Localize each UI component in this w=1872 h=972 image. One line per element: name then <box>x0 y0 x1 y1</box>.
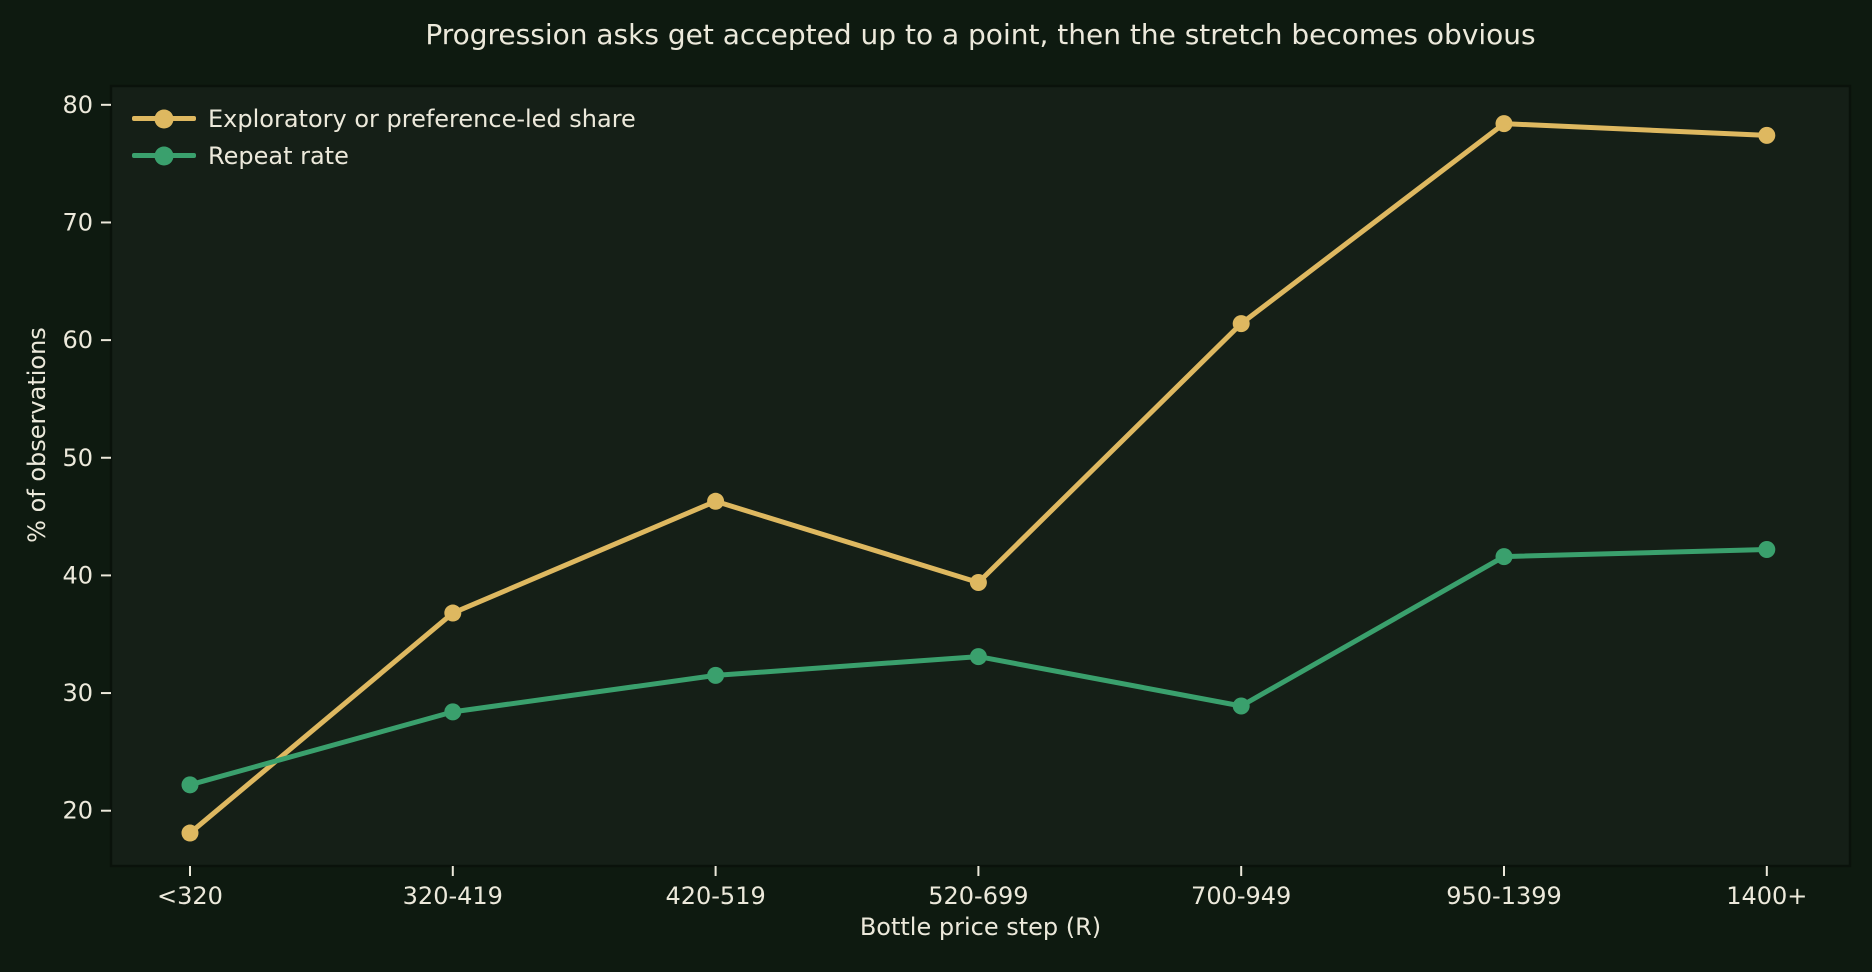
data-point <box>181 824 199 842</box>
data-point <box>1495 548 1513 566</box>
y-tick-label: 20 <box>62 797 93 825</box>
y-tick-label: 80 <box>62 91 93 119</box>
x-tick-label: 320-419 <box>403 882 503 910</box>
chart-title: Progression asks get accepted up to a po… <box>425 18 1536 51</box>
x-tick-label: 520-699 <box>928 882 1028 910</box>
legend-item-exploratory-share: Exploratory or preference-led share <box>132 100 636 137</box>
y-tick-label: 40 <box>62 561 93 589</box>
data-point <box>444 604 462 622</box>
y-tick-label: 60 <box>62 326 93 354</box>
data-point <box>1232 697 1250 715</box>
plot-area <box>109 84 1852 868</box>
data-point <box>1232 315 1250 333</box>
y-tick-label: 70 <box>62 208 93 236</box>
x-tick-label: 700-949 <box>1191 882 1291 910</box>
legend-marker-icon <box>132 109 196 128</box>
data-point <box>1495 115 1513 133</box>
legend-marker-icon <box>132 146 196 165</box>
legend-item-repeat-rate: Repeat rate <box>132 137 636 174</box>
data-point <box>969 573 987 591</box>
data-point <box>707 666 725 684</box>
legend: Exploratory or preference-led share Repe… <box>132 100 636 174</box>
x-tick-label: 950-1399 <box>1446 882 1562 910</box>
legend-label: Exploratory or preference-led share <box>208 104 636 133</box>
x-tick-label: <320 <box>157 882 223 910</box>
x-tick-label: 420-519 <box>665 882 765 910</box>
data-point <box>969 648 987 666</box>
y-tick-label: 30 <box>62 679 93 707</box>
x-tick-label: 1400+ <box>1726 882 1807 910</box>
x-axis-label: Bottle price step (R) <box>859 913 1102 941</box>
data-point <box>1758 541 1776 559</box>
data-point <box>1758 126 1776 144</box>
data-point <box>707 492 725 510</box>
legend-label: Repeat rate <box>208 141 349 170</box>
data-point <box>181 776 199 794</box>
y-tick-label: 50 <box>62 444 93 472</box>
data-point <box>444 703 462 721</box>
